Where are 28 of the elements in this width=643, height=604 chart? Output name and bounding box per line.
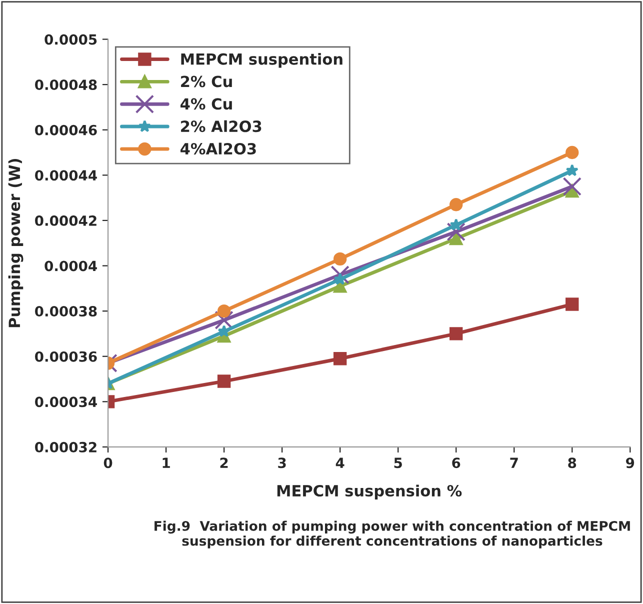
caption: Fig.9 Variation of pumping power with concentration of MEPCM suspension for different concentrations of nanoparticles	[154, 520, 630, 548]
legend-label: 2% Cu	[181, 76, 232, 88]
x-tick-label: 6	[452, 458, 460, 468]
y-tick-label: 0.00046	[35, 124, 97, 136]
x-tick-label: 2	[220, 458, 228, 468]
legend-label: 4% Cu	[180, 98, 232, 110]
legend-label: 4%Al2O3	[180, 142, 256, 155]
y-tick-label: 0.00036	[35, 351, 97, 362]
legend-label: MEPCM suspention	[181, 53, 342, 68]
x-tick-label: 0	[104, 458, 112, 468]
y-tick-label: 0.00032	[35, 442, 96, 452]
x-tick-label: 7	[510, 458, 518, 468]
x-tick-label: 9	[626, 458, 634, 468]
x-tick-label: 4	[336, 458, 344, 468]
legend-label: 2% Al2O3	[181, 120, 262, 132]
y-tick-label: 0.00038	[35, 306, 97, 317]
y-tick-label: 0.00044	[35, 170, 97, 181]
x-tick-label: 3	[278, 458, 286, 468]
y-tick-label: 0.00034	[35, 396, 97, 408]
y-axis-title: Pumping power (W)	[8, 158, 24, 328]
y-tick-label: 0.00048	[35, 80, 97, 90]
x-tick-label: 5	[394, 458, 402, 468]
y-tick-label: 0.00042	[35, 215, 96, 226]
x-tick-label: 1	[162, 458, 170, 468]
x-tick-label: 8	[568, 458, 576, 468]
y-tick-label: 0.0005	[44, 34, 97, 45]
x-axis-title: MEPCM suspension %	[277, 484, 462, 500]
y-tick-label: 0.0004	[44, 260, 97, 272]
